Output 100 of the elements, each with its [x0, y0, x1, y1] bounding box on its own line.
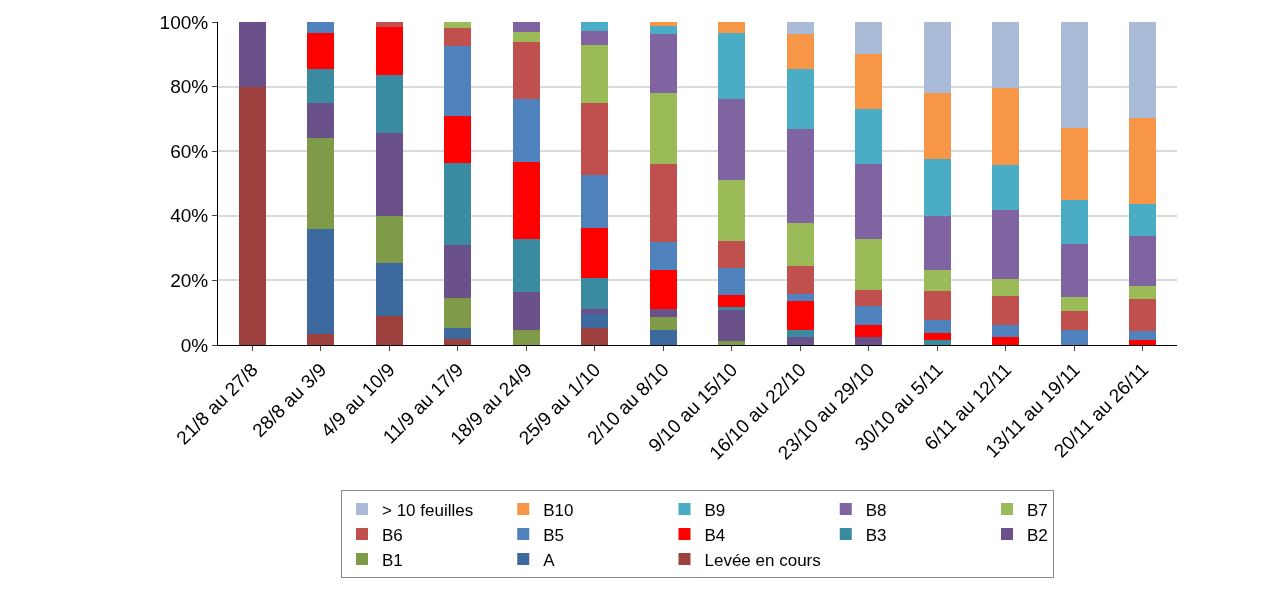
bar — [718, 22, 746, 34]
bar — [992, 87, 1020, 166]
legend-label: B9 — [704, 500, 726, 520]
legend-label: B5 — [543, 525, 565, 545]
bar — [992, 324, 1020, 338]
bar — [718, 99, 746, 180]
bar — [307, 102, 335, 138]
bar — [923, 320, 951, 333]
bar — [649, 270, 677, 310]
bar — [1129, 285, 1157, 300]
bar — [444, 22, 472, 28]
bar — [649, 26, 677, 35]
bar — [786, 301, 814, 330]
bar — [581, 22, 609, 32]
bar — [649, 34, 677, 93]
bar — [1060, 330, 1088, 345]
bar — [855, 53, 883, 109]
bar — [512, 162, 540, 240]
bar — [512, 239, 540, 293]
bar — [512, 22, 540, 32]
bar — [512, 31, 540, 42]
y-tick-label: 80% — [170, 76, 209, 98]
bar — [375, 133, 403, 216]
bar — [512, 41, 540, 100]
bar — [786, 337, 814, 345]
bar — [718, 33, 746, 100]
bar — [1060, 22, 1088, 129]
bar — [512, 99, 540, 163]
legend-label: Levée en cours — [704, 550, 821, 570]
bar — [855, 290, 883, 306]
bar — [649, 164, 677, 243]
bar — [718, 341, 746, 345]
bar — [1129, 235, 1157, 286]
bar — [649, 22, 677, 27]
bar — [1060, 128, 1088, 201]
bar — [307, 22, 335, 34]
bar — [1060, 243, 1088, 297]
bar — [718, 240, 746, 269]
bar — [1129, 117, 1157, 205]
bar — [718, 268, 746, 295]
bar — [375, 27, 403, 75]
bar — [855, 336, 883, 345]
bar — [649, 309, 677, 318]
bar — [786, 128, 814, 223]
y-tick-label: 100% — [159, 11, 209, 33]
bar — [855, 325, 883, 337]
bar — [855, 305, 883, 326]
bar — [855, 108, 883, 165]
y-tick-label: 20% — [170, 270, 209, 292]
bar — [1129, 340, 1157, 345]
bar — [581, 309, 609, 314]
bar — [649, 242, 677, 271]
bar — [444, 327, 472, 339]
bar — [1129, 22, 1157, 118]
bar — [786, 34, 814, 70]
bar — [581, 313, 609, 328]
bar — [375, 22, 403, 28]
bar — [992, 337, 1020, 345]
bar — [923, 340, 951, 345]
bar — [992, 295, 1020, 325]
bar — [581, 228, 609, 278]
bar — [649, 329, 677, 345]
bar — [581, 102, 609, 175]
bar — [718, 294, 746, 308]
bar — [718, 179, 746, 241]
bar — [581, 31, 609, 45]
legend-label: B7 — [1027, 500, 1048, 520]
legend-label: B6 — [382, 525, 403, 545]
bar — [238, 22, 266, 87]
bar — [307, 137, 335, 230]
bar — [786, 266, 814, 294]
legend-label: A — [543, 550, 556, 570]
bar — [307, 333, 335, 345]
bar — [375, 215, 403, 263]
bar — [992, 22, 1020, 88]
bar — [1060, 311, 1088, 331]
bar — [992, 165, 1020, 211]
bar — [444, 163, 472, 246]
bar — [307, 68, 335, 103]
bar — [923, 22, 951, 94]
bar — [786, 22, 814, 35]
bar — [238, 86, 266, 345]
bar — [855, 22, 883, 54]
legend-label: B1 — [382, 550, 403, 570]
bar — [307, 229, 335, 334]
bar — [581, 174, 609, 229]
legend-label: B8 — [865, 500, 887, 520]
bar — [1129, 204, 1157, 236]
bar — [786, 69, 814, 129]
bar — [512, 330, 540, 345]
bar — [855, 238, 883, 291]
bar — [444, 338, 472, 345]
bar — [444, 298, 472, 328]
bar — [375, 262, 403, 316]
bar — [444, 27, 472, 46]
bar — [718, 310, 746, 342]
bar — [307, 33, 335, 69]
bar — [1129, 299, 1157, 332]
bar — [581, 44, 609, 103]
bar — [923, 93, 951, 159]
